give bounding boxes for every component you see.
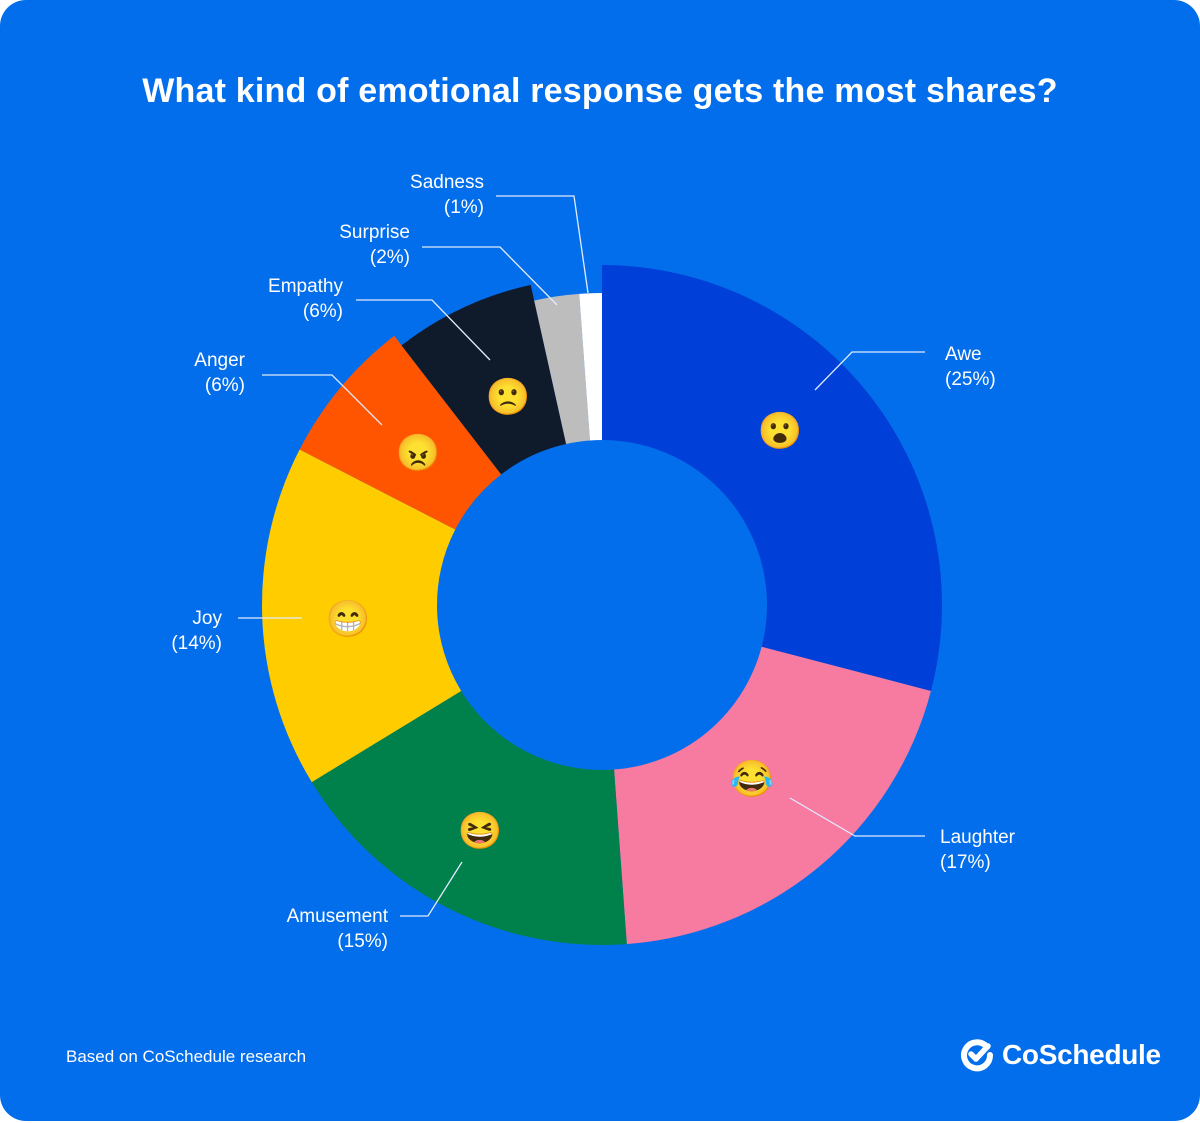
slice-empathy xyxy=(401,284,567,475)
frowning-face-emoji: 🙁 xyxy=(486,376,531,417)
leader-line-empathy xyxy=(356,299,491,361)
slice-value-sadness: (1%) xyxy=(444,197,484,218)
leader-line-anger xyxy=(262,374,383,426)
slice-value-empathy: (6%) xyxy=(303,301,343,322)
slice-label-anger: Anger xyxy=(194,350,245,371)
slice-laughter xyxy=(614,646,931,945)
slice-amusement xyxy=(311,690,627,945)
chart-title: What kind of emotional response gets the… xyxy=(142,72,1058,110)
slice-value-joy: (14%) xyxy=(171,633,222,654)
slice-awe xyxy=(602,265,942,691)
source-note: Based on CoSchedule research xyxy=(66,1047,307,1066)
leader-line-awe xyxy=(814,351,925,391)
grinning-squinting-emoji: 😆 xyxy=(458,810,503,851)
leader-line-sadness xyxy=(496,195,589,294)
slice-label-laughter: Laughter xyxy=(940,827,1016,848)
leader-line-laughter xyxy=(789,797,925,837)
slice-label-awe: Awe xyxy=(945,344,982,365)
angry-face-emoji: 😠 xyxy=(396,432,441,473)
slice-label-sadness: Sadness xyxy=(410,172,484,193)
slice-label-joy: Joy xyxy=(192,608,222,629)
leader-line-surprise xyxy=(422,246,558,306)
slice-label-empathy: Empathy xyxy=(268,276,343,297)
slice-value-awe: (25%) xyxy=(945,369,996,390)
check-logo-icon xyxy=(961,1039,994,1072)
slice-surprise xyxy=(534,293,590,444)
grinning-face-emoji: 😁 xyxy=(326,598,371,639)
brand-name: CoSchedule xyxy=(1002,1039,1161,1070)
slice-value-amusement: (15%) xyxy=(337,931,388,952)
slice-anger xyxy=(299,335,502,530)
slice-value-laughter: (17%) xyxy=(940,852,991,873)
brand-logo: CoSchedule xyxy=(960,1038,1161,1072)
tears-of-joy-emoji: 😂 xyxy=(730,758,775,799)
leader-line-amusement xyxy=(400,861,463,917)
slice-joy xyxy=(262,449,462,783)
slice-value-anger: (6%) xyxy=(205,375,245,396)
slice-sadness xyxy=(579,293,602,441)
slice-value-surprise: (2%) xyxy=(370,247,410,268)
slice-label-amusement: Amusement xyxy=(287,906,389,927)
astonished-face-emoji: 😮 xyxy=(758,410,803,451)
slice-label-surprise: Surprise xyxy=(339,222,410,243)
